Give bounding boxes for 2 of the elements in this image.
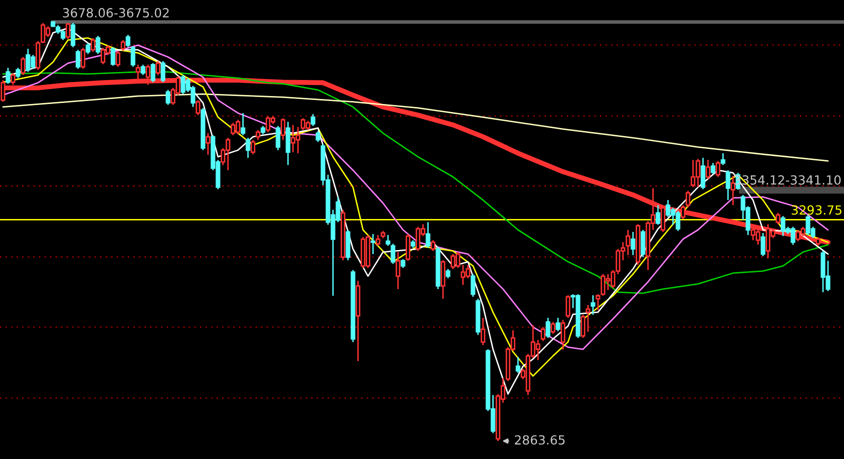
annotation: 2863.65 — [514, 435, 565, 445]
ref-line-label: 3678.06-3675.02 — [62, 8, 169, 18]
